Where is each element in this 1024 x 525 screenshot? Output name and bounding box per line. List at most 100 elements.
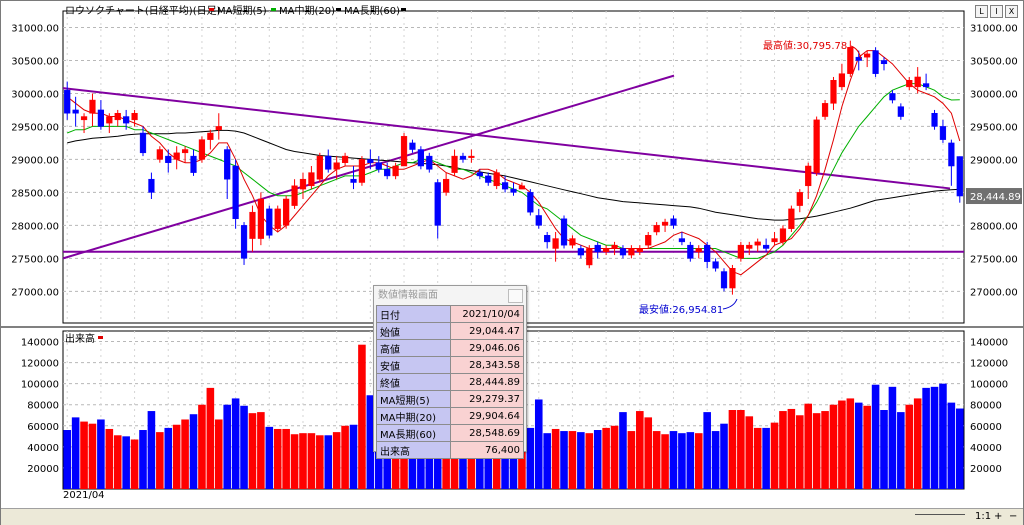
volume-bar: [897, 412, 905, 489]
candle: [712, 258, 719, 272]
price-tick-right: 27000.00: [970, 287, 1018, 298]
volume-bar: [172, 424, 181, 489]
candle-body: [97, 109, 105, 127]
candle: [906, 76, 913, 91]
candle-body: [906, 80, 913, 88]
candle: [459, 152, 467, 163]
candle-body: [501, 182, 509, 190]
volume-bar: [332, 432, 341, 489]
volume-tick-left: 80000: [27, 401, 59, 412]
candle: [695, 245, 702, 259]
candle: [678, 231, 686, 246]
candle-body: [299, 178, 307, 190]
volume-bar: [804, 403, 813, 489]
candle: [299, 172, 307, 199]
volume-bar: [551, 428, 560, 489]
candle: [939, 119, 947, 143]
candle: [173, 146, 180, 170]
volume-bar: [130, 439, 139, 489]
candle-body: [384, 169, 391, 177]
volume-bar: [678, 433, 686, 489]
volume-bar: [745, 416, 754, 489]
volume-bar: [358, 344, 366, 489]
volume-bar: [737, 410, 745, 489]
candle-body: [560, 218, 568, 246]
volume-tick-left: 100000: [21, 380, 59, 391]
volume-bar: [593, 430, 602, 489]
info-panel-close-button[interactable]: [508, 289, 523, 303]
volume-bar: [164, 427, 173, 489]
last-price-label: 28,444.89: [970, 192, 1021, 203]
candle-body: [872, 50, 879, 74]
volume-bar: [880, 410, 888, 489]
info-value: 76,400: [450, 441, 524, 459]
candle-body: [628, 248, 635, 256]
candle: [409, 139, 416, 153]
zoom-out-button[interactable]: −: [1009, 511, 1018, 522]
candle: [257, 192, 264, 246]
candle: [645, 231, 652, 249]
volume-tick-left: 140000: [21, 338, 59, 349]
candle-body: [325, 155, 332, 170]
candle: [897, 103, 904, 120]
candle: [148, 172, 155, 199]
info-row: 日付 2021/10/04: [376, 305, 524, 323]
candle: [796, 189, 803, 213]
candle: [670, 215, 677, 229]
candle-body: [805, 165, 812, 187]
volume-bar: [560, 431, 568, 489]
restore-button[interactable]: I: [990, 5, 1003, 18]
volume-bar: [467, 434, 476, 489]
candle: [746, 241, 753, 256]
candle-body: [830, 80, 837, 104]
info-panel[interactable]: 数値情報画面 日付 2021/10/04 始値 29,044.47 高値 29,046.0…: [373, 285, 527, 459]
volume-bar: [509, 430, 518, 489]
volume-bar: [425, 431, 434, 489]
candle: [779, 225, 787, 246]
candle: [720, 268, 728, 292]
candle-body: [409, 142, 416, 150]
volume-bar: [63, 430, 71, 489]
volume-bar: [913, 398, 922, 489]
candle: [628, 245, 635, 259]
candle: [821, 100, 829, 120]
volume-bar: [669, 431, 678, 489]
info-key: MA長期(60): [376, 424, 451, 442]
candle: [872, 47, 879, 77]
info-panel-title[interactable]: 数値情報画面: [374, 286, 526, 305]
candle-body: [914, 76, 921, 88]
candle-body: [611, 244, 618, 249]
volume-tick-right: 80000: [970, 401, 1002, 412]
candle-body: [224, 149, 231, 180]
volume-bar: [316, 435, 324, 489]
volume-tick-left: 20000: [27, 464, 59, 475]
info-key: MA短期(5): [376, 390, 451, 408]
volume-bar: [610, 425, 619, 489]
legend-swatch: [271, 8, 276, 11]
info-key: MA中期(20): [376, 407, 451, 425]
info-row: MA長期(60) 28,548.69: [376, 424, 524, 442]
axis-ticks: 27000.00 27000.00 27500.00 27500.00 28000.00…: [11, 23, 1017, 474]
price-tick-left: 28500.00: [11, 188, 59, 199]
candle-body: [257, 198, 264, 239]
candle-body: [367, 159, 374, 163]
price-tick-left: 30000.00: [11, 89, 59, 100]
candle-body: [544, 235, 551, 243]
candle: [249, 205, 256, 252]
zoom-in-button[interactable]: +: [994, 511, 1003, 522]
scroll-slider[interactable]: [915, 514, 965, 519]
volume-bar: [189, 414, 198, 489]
candle-body: [771, 238, 778, 243]
candle: [661, 218, 669, 232]
minimize-button[interactable]: L: [975, 5, 988, 18]
candle-body: [678, 238, 686, 243]
candle: [847, 40, 854, 77]
close-button[interactable]: X: [1005, 5, 1018, 18]
candle-body: [123, 116, 130, 124]
ma-short-line: [66, 50, 961, 276]
candle: [956, 156, 963, 203]
volume-bar: [652, 431, 661, 489]
volume-tick-left: 120000: [21, 359, 59, 370]
candle: [771, 231, 778, 246]
last-price-box: [966, 188, 1022, 205]
